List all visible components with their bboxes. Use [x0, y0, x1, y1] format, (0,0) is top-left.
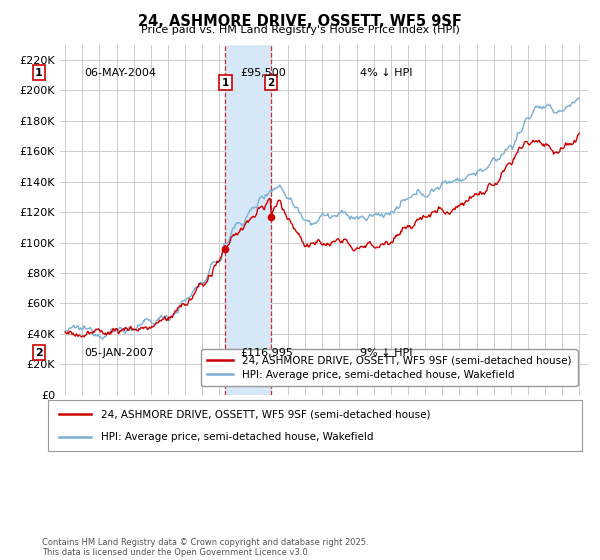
Text: Contains HM Land Registry data © Crown copyright and database right 2025.
This d: Contains HM Land Registry data © Crown c…: [42, 538, 368, 557]
Text: 24, ASHMORE DRIVE, OSSETT, WF5 9SF: 24, ASHMORE DRIVE, OSSETT, WF5 9SF: [138, 14, 462, 29]
Text: 2: 2: [35, 348, 43, 358]
Text: 06-MAY-2004: 06-MAY-2004: [84, 68, 156, 78]
Text: 1: 1: [35, 68, 43, 78]
Bar: [226, 45, 271, 395]
Text: 24, ASHMORE DRIVE, OSSETT, WF5 9SF (semi-detached house): 24, ASHMORE DRIVE, OSSETT, WF5 9SF (semi…: [101, 409, 431, 419]
Text: Price paid vs. HM Land Registry's House Price Index (HPI): Price paid vs. HM Land Registry's House …: [140, 25, 460, 35]
Text: 9% ↓ HPI: 9% ↓ HPI: [360, 348, 413, 358]
Text: 1: 1: [222, 78, 229, 88]
Text: £95,500: £95,500: [240, 68, 286, 78]
Text: HPI: Average price, semi-detached house, Wakefield: HPI: Average price, semi-detached house,…: [101, 432, 374, 442]
Legend: 24, ASHMORE DRIVE, OSSETT, WF5 9SF (semi-detached house), HPI: Average price, se: 24, ASHMORE DRIVE, OSSETT, WF5 9SF (semi…: [201, 349, 578, 386]
Text: 05-JAN-2007: 05-JAN-2007: [84, 348, 154, 358]
Text: £116,995: £116,995: [240, 348, 293, 358]
Text: 4% ↓ HPI: 4% ↓ HPI: [360, 68, 413, 78]
Text: 2: 2: [268, 78, 275, 88]
